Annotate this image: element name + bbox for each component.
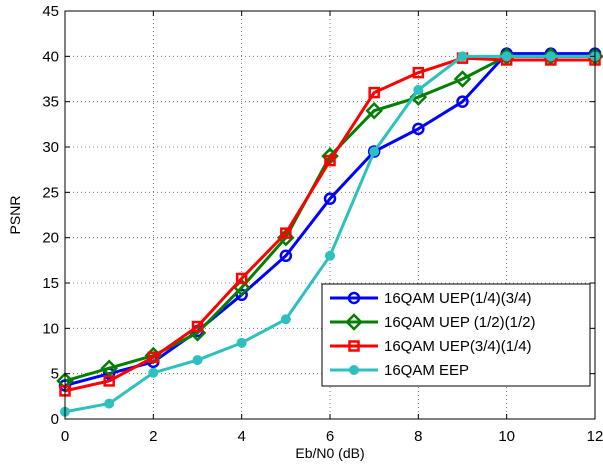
data-point — [412, 122, 425, 136]
y-tick-label: 25 — [42, 184, 59, 201]
legend-label: 16QAM EEP — [384, 362, 469, 379]
legend-item: 16QAM UEP (1/2)(1/2) — [330, 313, 535, 331]
legend-item: 16QAM UEP(1/4)(3/4) — [330, 290, 532, 307]
data-point — [368, 86, 380, 99]
legend-label: 16QAM UEP(1/4)(3/4) — [384, 290, 532, 307]
legend-marker — [349, 365, 359, 375]
legend-item: 16QAM EEP — [330, 362, 469, 379]
data-point — [412, 66, 425, 79]
y-tick-label: 30 — [42, 139, 59, 156]
data-point — [456, 95, 469, 108]
data-point — [104, 398, 115, 409]
x-tick-label: 8 — [414, 428, 422, 445]
series-4 — [60, 51, 600, 417]
y-tick-label: 45 — [42, 3, 59, 20]
data-point — [323, 192, 337, 205]
data-point — [280, 314, 291, 325]
data-point — [236, 337, 247, 348]
data-point — [279, 249, 293, 263]
x-axis-label: Eb/N0 (dB) — [295, 445, 364, 461]
ticks — [64, 10, 596, 420]
data-point — [545, 51, 556, 62]
data-point — [369, 146, 380, 157]
data-point — [324, 154, 336, 167]
x-tick-label: 4 — [237, 428, 245, 445]
x-tick-label: 6 — [326, 428, 334, 445]
x-tick-label: 0 — [61, 428, 69, 445]
y-tick-label: 5 — [51, 366, 59, 383]
x-tick-label: 12 — [587, 428, 603, 445]
y-tick-label: 10 — [42, 320, 59, 337]
x-tick-label: 2 — [149, 428, 157, 445]
data-point — [148, 367, 159, 378]
data-point — [192, 355, 203, 366]
data-point — [501, 51, 512, 62]
legend-marker — [348, 340, 360, 352]
data-point — [103, 375, 115, 387]
data-point — [235, 272, 248, 285]
data-point — [147, 351, 160, 364]
legend: 16QAM UEP(1/4)(3/4) 16QAM UEP (1/2)(1/2) 1… — [321, 283, 591, 387]
data-point — [365, 101, 383, 120]
series-layer — [56, 47, 603, 417]
y-tick-label: 40 — [42, 48, 59, 65]
legend-marker — [347, 291, 361, 305]
data-point — [191, 320, 204, 333]
y-tick-label: 35 — [42, 94, 59, 111]
y-tick-label: 20 — [42, 230, 59, 247]
data-point — [280, 227, 292, 239]
data-point — [453, 70, 472, 88]
y-tick-label: 15 — [42, 275, 59, 292]
y-tick-label: 0 — [51, 411, 59, 428]
legend-label: 16QAM UEP (1/2)(1/2) — [384, 314, 535, 331]
y-axis-label: PSNR — [7, 196, 23, 235]
data-point — [457, 51, 468, 62]
legend-marker — [345, 313, 363, 331]
data-point — [413, 84, 424, 95]
x-tick-label: 10 — [498, 428, 515, 445]
legend-label: 16QAM UEP(3/4)(1/4) — [384, 338, 532, 355]
legend-item: 16QAM UEP(3/4)(1/4) — [330, 338, 532, 355]
tick-labels: 0 2 4 6 8 10 12 0 5 10 15 20 25 30 35 40 45 — [42, 3, 603, 445]
data-point — [325, 250, 335, 261]
